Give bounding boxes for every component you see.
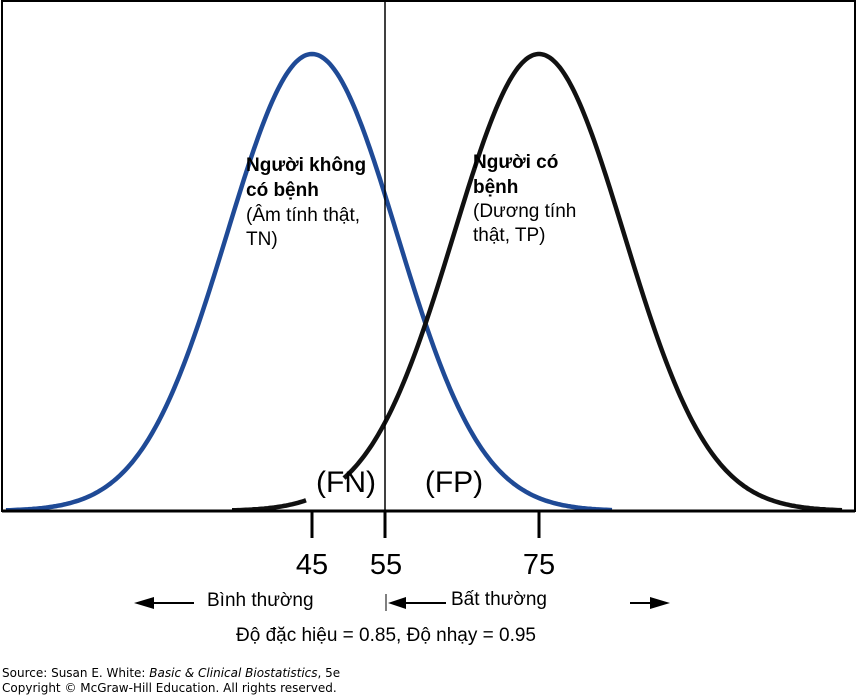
cutoff-arrowhead-icon <box>388 597 406 609</box>
tick-label-75: 75 <box>523 549 555 581</box>
specificity-sensitivity-text: Độ đặc hiệu = 0.85, Độ nhạy = 0.95 <box>236 625 536 646</box>
normal-direction-arrow <box>134 597 194 609</box>
diseased-desc-line2: thật, TP) <box>473 225 546 246</box>
healthy-label-line1: Người không <box>246 155 366 176</box>
healthy-distribution-curve <box>5 51 613 513</box>
source-book-title: Basic & Clinical Biostatistics <box>149 666 318 680</box>
healthy-desc-line1: (Âm tính thật, <box>246 204 360 226</box>
diseased-distribution-curve-lower <box>232 498 307 513</box>
tick-label-45: 45 <box>296 549 328 581</box>
diseased-desc-line1: (Dương tính <box>473 201 576 222</box>
abnormal-label: Bất thường <box>451 589 547 610</box>
diseased-label-line1: Người có <box>473 152 558 173</box>
healthy-desc-line2: TN) <box>246 229 278 250</box>
diseased-distribution-curve-upper <box>342 51 843 513</box>
source-credit: Source: Susan E. White: Basic & Clinical… <box>2 666 340 696</box>
right-arrowhead-icon <box>650 597 670 609</box>
left-arrowhead-icon <box>134 597 154 609</box>
false-negative-label: (FN) <box>316 466 376 499</box>
tick-label-55: 55 <box>370 549 402 581</box>
abnormal-direction-arrow <box>385 594 670 611</box>
diseased-label-line2: bệnh <box>473 177 518 198</box>
normal-label: Bình thường <box>207 590 314 611</box>
copyright-line: Copyright © McGraw-Hill Education. All r… <box>2 681 337 695</box>
plot-frame <box>1 0 856 512</box>
false-positive-label: (FP) <box>425 466 483 499</box>
source-line: Source: Susan E. White: Basic & Clinical… <box>2 666 341 680</box>
healthy-label-line2: có bệnh <box>246 180 319 201</box>
